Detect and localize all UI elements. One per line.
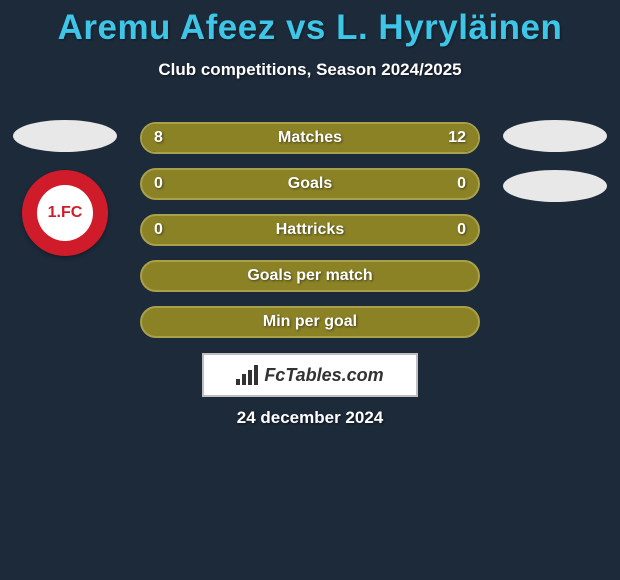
season-subtitle: Club competitions, Season 2024/2025 xyxy=(0,60,620,80)
right-player-column xyxy=(498,120,612,202)
stat-bar: 0 0 Goals xyxy=(140,168,480,200)
club-badge-left-text: 1.FC xyxy=(37,185,93,241)
stat-bars: 8 12 Matches 0 0 Goals 0 0 Hattricks Goals per ma… xyxy=(140,122,480,338)
bar-value-left: 8 xyxy=(154,129,163,147)
bar-value-right: 0 xyxy=(457,221,466,239)
stat-bar: Min per goal xyxy=(140,306,480,338)
club-badge-left: 1.FC xyxy=(22,170,108,256)
stat-bar: 8 12 Matches xyxy=(140,122,480,154)
stat-bar: 0 0 Hattricks xyxy=(140,214,480,246)
left-player-column: 1.FC xyxy=(8,120,122,256)
chart-bars-icon xyxy=(236,365,260,385)
club-badge-right-placeholder xyxy=(503,170,607,202)
bar-value-left: 0 xyxy=(154,175,163,193)
comparison-title: Aremu Afeez vs L. Hyryläinen xyxy=(0,0,620,48)
bar-value-right: 0 xyxy=(457,175,466,193)
stat-bar: Goals per match xyxy=(140,260,480,292)
bar-label: Matches xyxy=(278,129,342,147)
bar-label: Goals xyxy=(288,175,332,193)
bar-label: Goals per match xyxy=(247,267,372,285)
brand-box: FcTables.com xyxy=(202,353,418,397)
bar-label: Hattricks xyxy=(276,221,344,239)
bar-value-left: 0 xyxy=(154,221,163,239)
brand-text: FcTables.com xyxy=(264,365,383,386)
bar-value-right: 12 xyxy=(448,129,466,147)
player-photo-left xyxy=(13,120,117,152)
player-photo-right xyxy=(503,120,607,152)
snapshot-date: 24 december 2024 xyxy=(0,408,620,428)
bar-label: Min per goal xyxy=(263,313,357,331)
